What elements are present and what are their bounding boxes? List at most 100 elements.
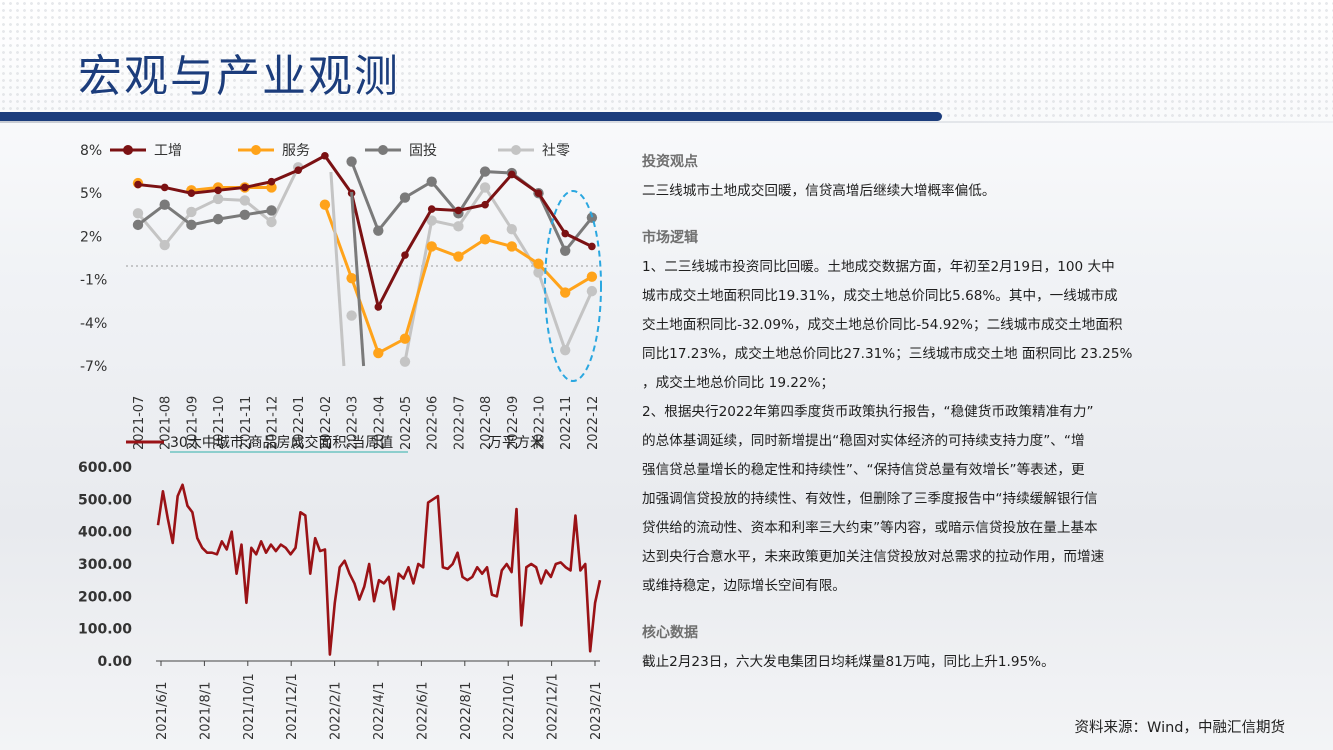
y-tick-label: 100.00	[78, 622, 132, 638]
data-point-工增	[427, 205, 436, 213]
series-line-社零	[403, 184, 594, 362]
data-point-工增	[321, 151, 329, 160]
commentary-panel: 投资观点 二三线城市土地成交回暖，信贷高增后继续大增概率偏低。 市场逻辑 1、二…	[642, 148, 1267, 677]
data-point-服务	[319, 199, 331, 210]
data-point-社零	[399, 356, 411, 367]
y-tick-label: 400.00	[78, 525, 132, 541]
data-point-工增	[454, 206, 463, 215]
data-point-工增	[508, 170, 516, 179]
data-point-工增	[187, 189, 196, 197]
y-tick-label: 600.00	[78, 460, 132, 476]
page-title: 宏观与产业观测	[78, 51, 400, 102]
y-tick-label: 500.00	[78, 492, 132, 508]
data-point-社零	[186, 206, 197, 218]
data-point-服务	[399, 333, 411, 344]
chart-unit: 万平方米	[488, 435, 544, 451]
data-point-社零	[453, 221, 464, 232]
data-point-固投	[479, 166, 491, 177]
data-point-固投	[346, 156, 357, 167]
data-point-服务	[479, 234, 491, 245]
x-tick-label: 2022-06	[426, 396, 441, 450]
market-logic-line: 的总体基调延续，同时新增提出“稳固对实体经济的可持续支持力度”、“增	[642, 433, 1085, 449]
x-tick-label: 2021/6/1	[155, 682, 170, 740]
x-tick-label: 2022-09	[506, 396, 521, 450]
highlight-ellipse	[544, 190, 602, 382]
x-tick-label: 2022-01	[292, 396, 307, 450]
data-point-工增	[241, 183, 249, 192]
data-point-工增	[267, 177, 276, 186]
title-divider	[0, 121, 1333, 123]
data-point-社零	[239, 195, 250, 206]
data-point-社零	[266, 216, 277, 228]
data-point-工增	[481, 200, 489, 209]
x-tick-label: 2022-10	[533, 396, 548, 450]
section-heading-market-logic: 市场逻辑	[642, 230, 698, 246]
x-tick-label: 2021-12	[266, 396, 281, 450]
x-tick-label: 2022/4/1	[372, 682, 387, 740]
data-point-社零	[506, 224, 517, 235]
core-data-text: 截止2月23日，六大发电集团日均耗煤量81万吨，同比上升1.95%。	[642, 654, 1055, 670]
y-tick-label: 8%	[80, 143, 102, 159]
y-tick-label: 0.00	[97, 654, 132, 670]
series-line-社零	[329, 171, 346, 367]
legend-marker-固投	[378, 145, 388, 155]
market-logic-line: 城市成交土地面积同比19.31%，成交土地总价同比5.68%。其中，一线城市成	[642, 288, 1118, 304]
data-point-社零	[586, 285, 598, 297]
data-point-服务	[346, 272, 357, 284]
macro-growth-line-chart: 8% 5% 2% -1% -4% -7% 2021-07 2021-08 2021-09 2021…	[80, 143, 602, 450]
x-tick-label: 2021-11	[239, 396, 254, 450]
data-point-服务	[426, 241, 437, 252]
series-line-固投	[350, 191, 366, 367]
x-tick-label: 2022/6/1	[415, 682, 430, 740]
data-point-固投	[159, 199, 170, 210]
market-logic-paragraphs: 1、二三线城市投资同比回暖。土地成交数据方面，年初至2月19日，100 大中 城市…	[642, 253, 1267, 601]
data-source-note: 资料来源：Wind，中融汇信期货	[1074, 720, 1285, 736]
data-point-社零	[346, 310, 357, 321]
data-point-工增	[401, 251, 409, 259]
x-tick-label: 2022-07	[452, 396, 467, 450]
market-logic-line: 或维持稳定，边际增长空间有限。	[642, 578, 846, 594]
x-tick-label: 2021/12/1	[285, 673, 300, 740]
x-tick-label: 2022/10/1	[502, 673, 517, 740]
property-sales-line-chart: 30大中城市:商品房成交面积:当周值 万平方米 600.00 500.00 400.00…	[78, 434, 604, 740]
data-point-社零	[426, 215, 437, 226]
x-tick-label: 2022-03	[346, 396, 361, 450]
y-tick-label: 300.00	[78, 557, 132, 573]
market-logic-line: 贷供给的流动性、资本和利率三大约束”等内容，或暗示信贷投放在量上基本	[642, 520, 1098, 536]
legend-marker-服务	[251, 145, 261, 155]
x-tick-label: 2022-04	[372, 396, 387, 450]
y-tick-label: 200.00	[78, 589, 132, 605]
x-tick-label: 2023/2/1	[589, 682, 604, 740]
y-tick-label: 2%	[80, 229, 102, 245]
data-point-服务	[586, 271, 598, 282]
market-logic-line: 2、根据央行2022年第四季度货币政策执行报告，“稳健货币政策精准有力”	[642, 404, 1094, 420]
data-point-工增	[134, 180, 142, 189]
x-tick-label: 2021/8/1	[198, 682, 213, 740]
data-point-工增	[160, 183, 169, 192]
data-point-固投	[132, 219, 144, 231]
data-point-固投	[212, 213, 224, 225]
data-point-固投	[399, 192, 411, 203]
market-logic-line: 强信贷总量增长的稳定性和持续性”、“保持信贷总量有效增长”等表述，更	[642, 462, 1085, 478]
title-underline-bar	[0, 112, 942, 121]
market-logic-line: 达到央行合意水平，未来政策更加关注信贷投放对总需求的拉动作用，而增速	[642, 549, 1105, 565]
data-point-工增	[214, 186, 222, 195]
data-point-社零	[212, 193, 224, 205]
data-point-工增	[374, 303, 383, 311]
legend-marker-社零	[511, 145, 521, 155]
market-logic-line: ，成交土地总价同比 19.22%；	[642, 375, 835, 391]
series-line-固投	[137, 202, 272, 227]
data-point-固投	[266, 205, 277, 216]
x-tick-label: 2022/2/1	[329, 682, 344, 740]
market-logic-line: 加强调信贷投放的持续性、有效性，但删除了三季度报告中“持续缓解银行信	[642, 491, 1098, 507]
series-line-工增	[137, 153, 593, 312]
data-point-社零	[159, 239, 170, 251]
x-tick-label: 2022/12/1	[546, 673, 561, 740]
x-tick-label: 2022-08	[479, 396, 494, 450]
background-dot-pattern	[0, 0, 1333, 120]
market-logic-line: 1、二三线城市投资同比回暖。土地成交数据方面，年初至2月19日，100 大中	[642, 259, 1115, 275]
data-point-固投	[560, 245, 571, 256]
data-point-服务	[373, 347, 384, 359]
data-point-服务	[506, 241, 517, 252]
section-heading-core-data: 核心数据	[642, 625, 698, 641]
